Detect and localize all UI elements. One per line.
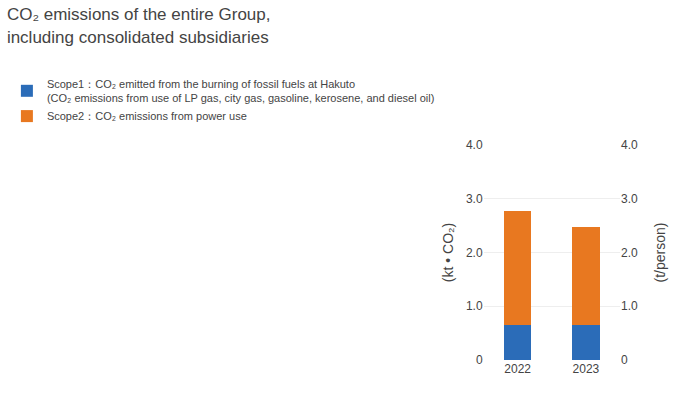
svg-text:1.0: 1.0 [466,299,483,313]
svg-text:Scope2：CO₂ emissions from powe: Scope2：CO₂ emissions from power use [47,110,247,122]
svg-text:2.0: 2.0 [466,246,483,260]
svg-text:2022: 2022 [504,362,531,376]
svg-text:CO₂ emissions of the entire Gr: CO₂ emissions of the entire Group,includ… [7,5,271,46]
svg-text:1.0: 1.0 [621,299,638,313]
svg-text:3.0: 3.0 [466,192,483,206]
svg-text:0: 0 [621,353,628,367]
svg-text:3.0: 3.0 [621,192,638,206]
svg-text:(t/person): (t/person) [652,223,668,283]
svg-text:(kt • CO₂): (kt • CO₂) [440,223,456,282]
svg-text:Scope1：CO₂ emitted from the bu: Scope1：CO₂ emitted from the burning of f… [47,78,434,104]
svg-text:0: 0 [476,353,483,367]
svg-text:2023: 2023 [573,362,600,376]
svg-text:4.0: 4.0 [621,138,638,152]
svg-text:4.0: 4.0 [466,138,483,152]
svg-text:2.0: 2.0 [621,246,638,260]
